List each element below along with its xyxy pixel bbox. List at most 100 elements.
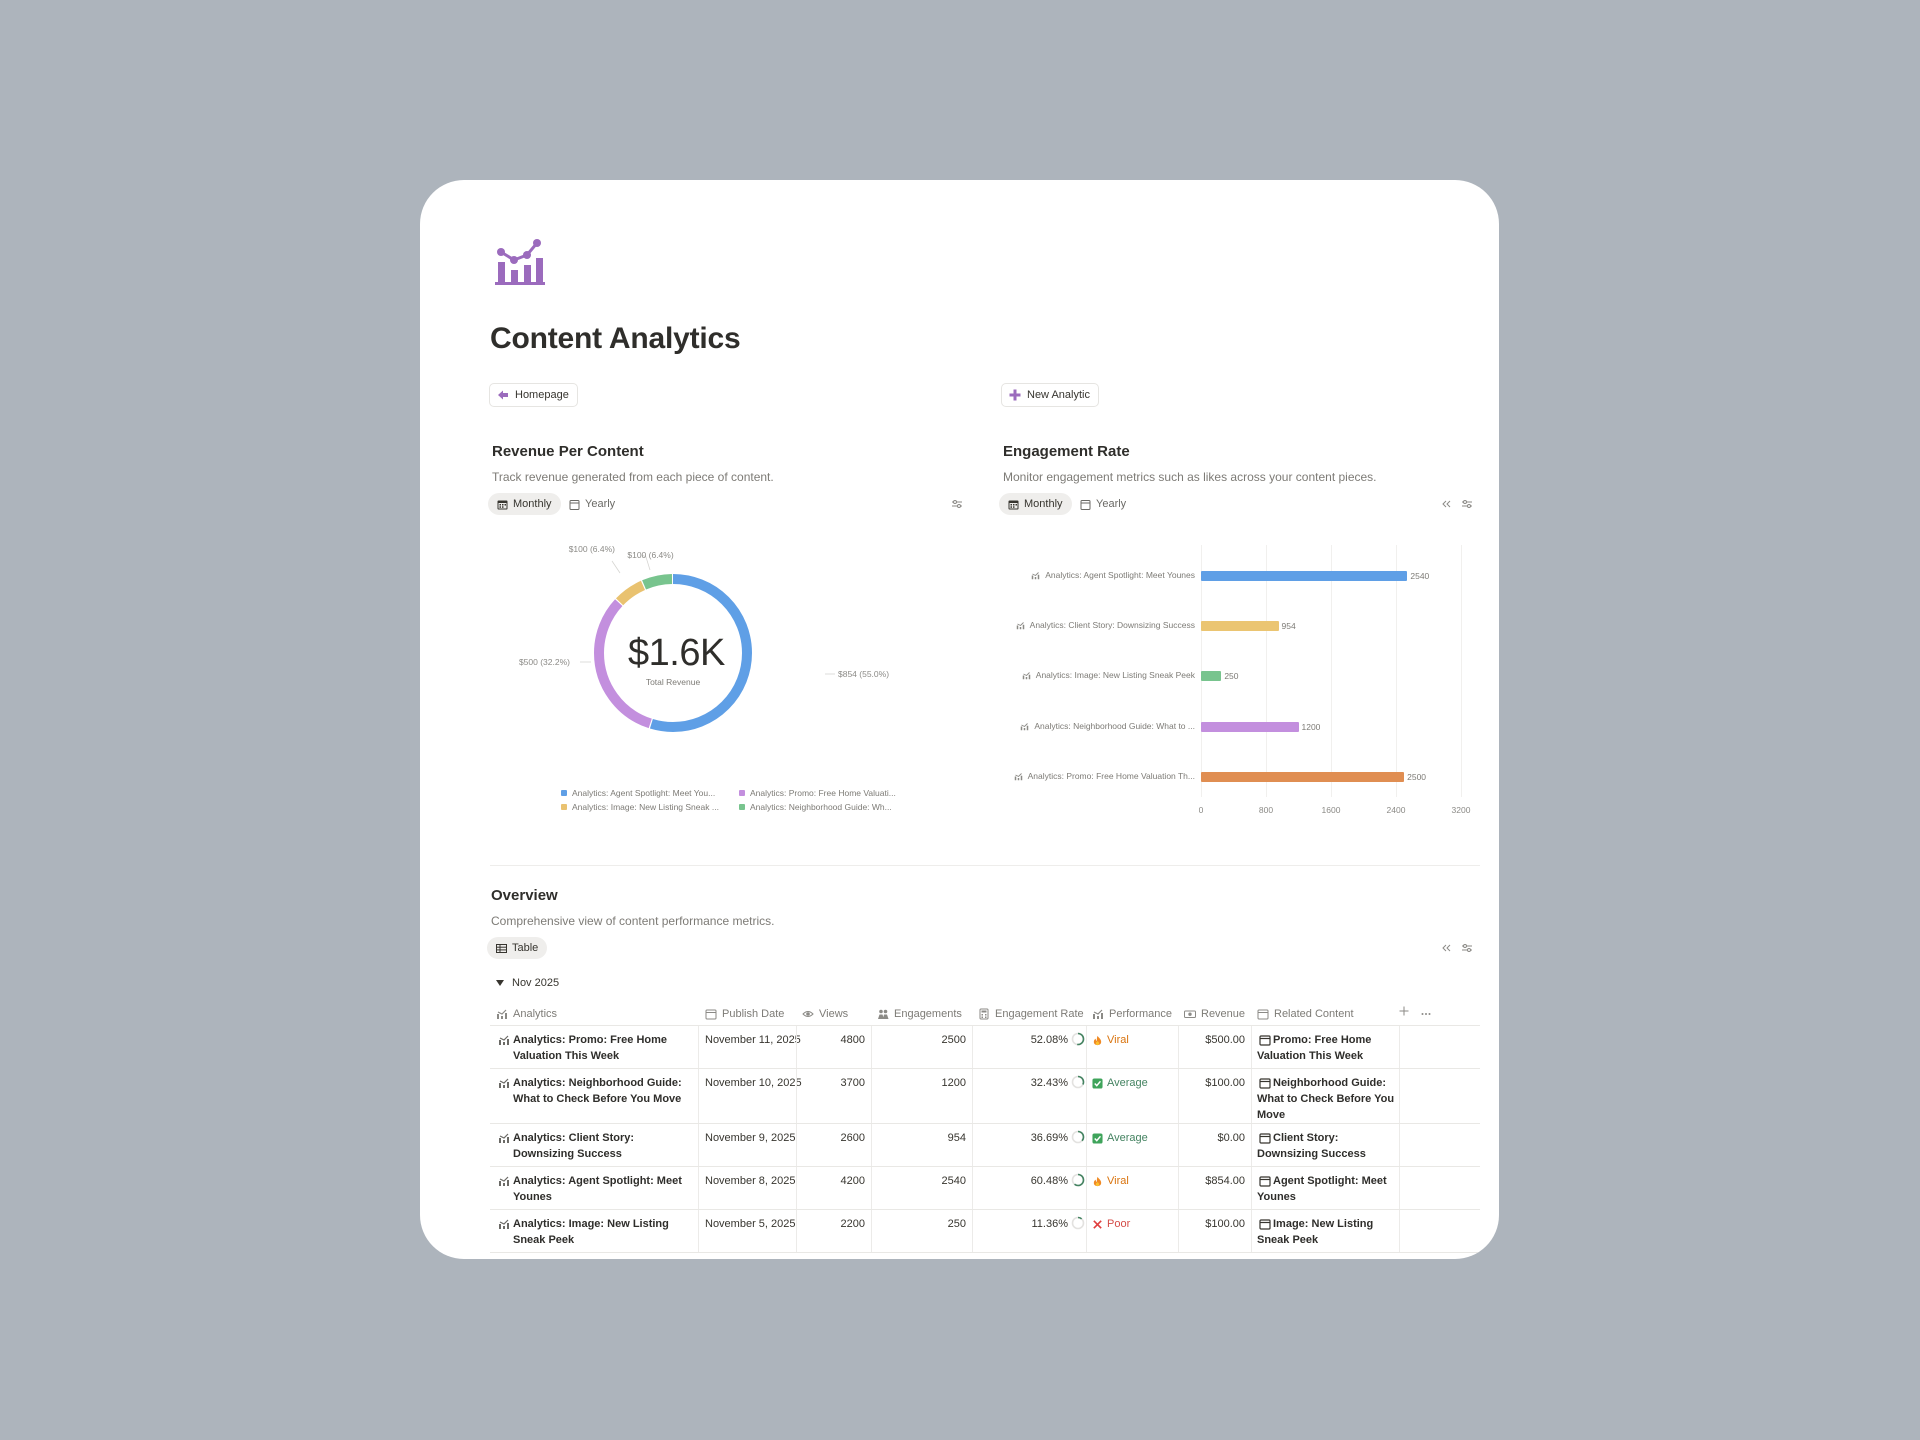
revenue-tab-monthly-label: Monthly bbox=[513, 498, 552, 510]
analytics-icon bbox=[499, 1035, 509, 1045]
column-divider bbox=[1178, 1026, 1179, 1068]
engagement-bar[interactable] bbox=[1201, 571, 1408, 581]
cell-analytics[interactable]: Analytics: Image: New Listing Sneak Peek bbox=[513, 1218, 669, 1246]
table-row[interactable]: Analytics: Client Story: Downsizing Succ… bbox=[490, 1124, 1480, 1167]
fire-icon bbox=[1093, 1035, 1102, 1045]
legend-swatch bbox=[561, 790, 567, 796]
gridline bbox=[1331, 545, 1332, 797]
engagement-tab-yearly[interactable]: Yearly bbox=[1071, 493, 1135, 515]
cell-related-content[interactable]: Client Story: Downsizing Success bbox=[1257, 1132, 1366, 1160]
cell-engagements: 2540 bbox=[941, 1175, 966, 1187]
cell-related-content[interactable]: Agent Spotlight: Meet Younes bbox=[1257, 1175, 1387, 1203]
cell-related-content[interactable]: Promo: Free Home Valuation This Week bbox=[1257, 1034, 1372, 1062]
column-header-engagement-rate[interactable]: Engagement Rate bbox=[978, 1008, 1084, 1020]
table-row[interactable]: Analytics: Neighborhood Guide: What to C… bbox=[490, 1069, 1480, 1124]
total-revenue-label: Total Revenue bbox=[645, 677, 701, 687]
cell-engagement-rate: 11.36% bbox=[1031, 1218, 1069, 1230]
donut-slice[interactable] bbox=[594, 574, 752, 732]
cell-revenue: $854.00 bbox=[1205, 1175, 1245, 1187]
donut-slice[interactable] bbox=[594, 574, 752, 732]
engagement-bar[interactable] bbox=[1201, 722, 1299, 732]
cell-analytics[interactable]: Analytics: Promo: Free Home Valuation Th… bbox=[513, 1034, 668, 1062]
view-tab-table[interactable]: Table bbox=[487, 937, 548, 959]
column-divider bbox=[1086, 1124, 1087, 1166]
engagement-bar[interactable] bbox=[1201, 772, 1405, 782]
cell-analytics[interactable]: Analytics: Neighborhood Guide: What to C… bbox=[513, 1077, 682, 1105]
column-divider bbox=[1086, 1026, 1087, 1068]
table-row[interactable]: Analytics: Image: New Listing Sneak Peek… bbox=[490, 1210, 1480, 1253]
cell-publish-date: November 10, 2025 bbox=[705, 1077, 802, 1089]
analytics-icon bbox=[499, 1219, 509, 1229]
new-analytic-button[interactable]: New Analytic bbox=[1001, 383, 1099, 407]
cell-related-content[interactable]: Neighborhood Guide: What to Check Before… bbox=[1257, 1077, 1395, 1121]
collapse-chevrons-icon[interactable] bbox=[1440, 942, 1452, 954]
performance-label: Viral bbox=[1107, 1034, 1129, 1046]
analytics-chart-icon bbox=[495, 239, 545, 285]
cell-engagements: 954 bbox=[947, 1132, 966, 1144]
more-options-button[interactable] bbox=[1420, 1008, 1432, 1020]
column-divider bbox=[1086, 1069, 1087, 1123]
cell-engagement-rate: 60.48% bbox=[1030, 1175, 1068, 1187]
column-divider bbox=[698, 1069, 699, 1123]
slice-label: $100 (6.4%) bbox=[627, 550, 674, 560]
calendar-icon bbox=[1259, 1219, 1271, 1230]
engagement-bar[interactable] bbox=[1201, 621, 1279, 631]
column-header-views[interactable]: Views bbox=[802, 1008, 848, 1020]
legend-item[interactable]: Analytics: Promo: Free Home Valuati... bbox=[739, 788, 896, 798]
cell-publish-date: November 11, 2025 bbox=[705, 1034, 801, 1046]
cell-views: 4800 bbox=[840, 1034, 865, 1046]
settings-sliders-icon[interactable] bbox=[1461, 942, 1473, 954]
x-tick-label: 3200 bbox=[1451, 805, 1471, 815]
cell-performance: Viral bbox=[1092, 1032, 1129, 1048]
calendar-icon bbox=[1259, 1078, 1271, 1089]
column-divider bbox=[1178, 1210, 1179, 1252]
cell-related-content[interactable]: Image: New Listing Sneak Peek bbox=[1257, 1218, 1374, 1246]
cell-views: 2600 bbox=[840, 1132, 865, 1144]
add-property-button[interactable] bbox=[1398, 1005, 1410, 1017]
collapse-chevrons-icon[interactable] bbox=[1440, 498, 1452, 510]
revenue-donut-chart bbox=[594, 574, 752, 732]
slice-label: $854 (55.0%) bbox=[838, 669, 890, 679]
table-row[interactable]: Analytics: Agent Spotlight: Meet Younes … bbox=[490, 1167, 1480, 1210]
engagement-tab-monthly[interactable]: Monthly bbox=[999, 493, 1072, 515]
column-divider bbox=[871, 1026, 872, 1068]
column-header-performance[interactable]: Performance bbox=[1092, 1008, 1172, 1020]
cell-revenue: $100.00 bbox=[1205, 1218, 1245, 1230]
engagement-bar-chart: 0 800 1600 2400 3200 Analytics: Agent Spotlig… bbox=[420, 180, 1499, 880]
legend-item[interactable]: Analytics: Agent Spotlight: Meet You... bbox=[561, 788, 715, 798]
x-icon bbox=[1093, 1219, 1102, 1229]
revenue-tab-yearly[interactable]: Yearly bbox=[560, 493, 624, 515]
cell-analytics[interactable]: Analytics: Agent Spotlight: Meet Younes bbox=[513, 1175, 682, 1203]
gridline bbox=[1266, 545, 1267, 797]
cell-engagement-rate: 52.08% bbox=[1030, 1034, 1068, 1046]
column-divider bbox=[1251, 1026, 1252, 1068]
revenue-tab-monthly[interactable]: Monthly bbox=[488, 493, 561, 515]
revenue-title: Revenue Per Content bbox=[492, 443, 644, 460]
column-divider bbox=[1086, 1167, 1087, 1209]
column-header-engagements[interactable]: Engagements bbox=[877, 1008, 962, 1020]
column-header-related-content[interactable]: Related Content bbox=[1257, 1008, 1354, 1020]
column-divider bbox=[1178, 1124, 1179, 1166]
settings-sliders-icon[interactable] bbox=[951, 498, 963, 510]
settings-sliders-icon[interactable] bbox=[1461, 498, 1473, 510]
legend-item[interactable]: Analytics: Image: New Listing Sneak ... bbox=[561, 802, 719, 812]
homepage-button[interactable]: Homepage bbox=[489, 383, 578, 407]
column-header-label: Performance bbox=[1109, 1008, 1172, 1020]
legend-label: Analytics: Agent Spotlight: Meet You... bbox=[572, 788, 716, 798]
column-header-label: Engagement Rate bbox=[995, 1008, 1084, 1020]
column-header-label: Analytics bbox=[513, 1008, 558, 1020]
progress-ring bbox=[1071, 1130, 1085, 1144]
column-header-publish-date[interactable]: Publish Date bbox=[705, 1008, 784, 1020]
column-header-analytics[interactable]: Analytics bbox=[496, 1008, 557, 1020]
column-header-revenue[interactable]: Revenue bbox=[1184, 1008, 1245, 1020]
table-row[interactable]: Analytics: Promo: Free Home Valuation Th… bbox=[490, 1026, 1480, 1069]
bar-category-label: Analytics: Agent Spotlight: Meet Younes bbox=[1031, 570, 1195, 580]
bar-value-label: 1200 bbox=[1301, 722, 1321, 732]
column-divider bbox=[1178, 1167, 1179, 1209]
legend-item[interactable]: Analytics: Neighborhood Guide: Wh... bbox=[739, 802, 892, 812]
performance-label: Viral bbox=[1107, 1175, 1129, 1187]
group-toggle-nov-2025[interactable]: Nov 2025 bbox=[496, 977, 559, 989]
cell-analytics[interactable]: Analytics: Client Story: Downsizing Succ… bbox=[513, 1132, 635, 1160]
column-divider bbox=[796, 1069, 797, 1123]
engagement-bar[interactable] bbox=[1201, 671, 1222, 681]
